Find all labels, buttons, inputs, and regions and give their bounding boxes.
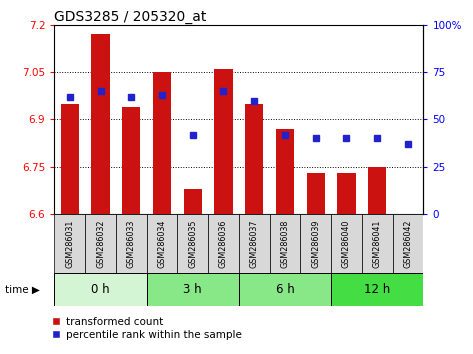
Bar: [368, 167, 386, 214]
Text: GSM286037: GSM286037: [250, 219, 259, 268]
Bar: [331, 214, 362, 273]
Bar: [91, 34, 110, 214]
Bar: [331, 273, 423, 306]
Bar: [208, 214, 239, 273]
Text: GSM286032: GSM286032: [96, 219, 105, 268]
Bar: [122, 107, 140, 214]
Text: GSM286038: GSM286038: [280, 219, 289, 268]
Bar: [85, 214, 116, 273]
Bar: [147, 273, 239, 306]
Bar: [184, 189, 202, 214]
Text: GSM286031: GSM286031: [65, 219, 74, 268]
Text: GSM286036: GSM286036: [219, 219, 228, 268]
Bar: [307, 173, 325, 214]
Bar: [54, 273, 147, 306]
Bar: [153, 72, 171, 214]
Bar: [393, 214, 423, 273]
Bar: [276, 129, 294, 214]
Text: GDS3285 / 205320_at: GDS3285 / 205320_at: [54, 10, 207, 24]
Bar: [245, 104, 263, 214]
Bar: [177, 214, 208, 273]
Bar: [337, 173, 356, 214]
Text: GSM286040: GSM286040: [342, 219, 351, 268]
Text: 0 h: 0 h: [91, 283, 110, 296]
Bar: [300, 214, 331, 273]
Legend: transformed count, percentile rank within the sample: transformed count, percentile rank withi…: [50, 315, 244, 342]
Text: time ▶: time ▶: [5, 284, 40, 295]
Bar: [116, 214, 147, 273]
Bar: [239, 273, 331, 306]
Text: GSM286041: GSM286041: [373, 219, 382, 268]
Text: 6 h: 6 h: [276, 283, 294, 296]
Bar: [362, 214, 393, 273]
Bar: [147, 214, 177, 273]
Text: 3 h: 3 h: [184, 283, 202, 296]
Bar: [239, 214, 270, 273]
Text: GSM286039: GSM286039: [311, 219, 320, 268]
Bar: [54, 214, 85, 273]
Bar: [270, 214, 300, 273]
Text: 12 h: 12 h: [364, 283, 390, 296]
Text: GSM286035: GSM286035: [188, 219, 197, 268]
Text: GSM286042: GSM286042: [403, 219, 412, 268]
Text: GSM286034: GSM286034: [158, 219, 166, 268]
Bar: [61, 104, 79, 214]
Text: GSM286033: GSM286033: [127, 219, 136, 268]
Bar: [214, 69, 233, 214]
